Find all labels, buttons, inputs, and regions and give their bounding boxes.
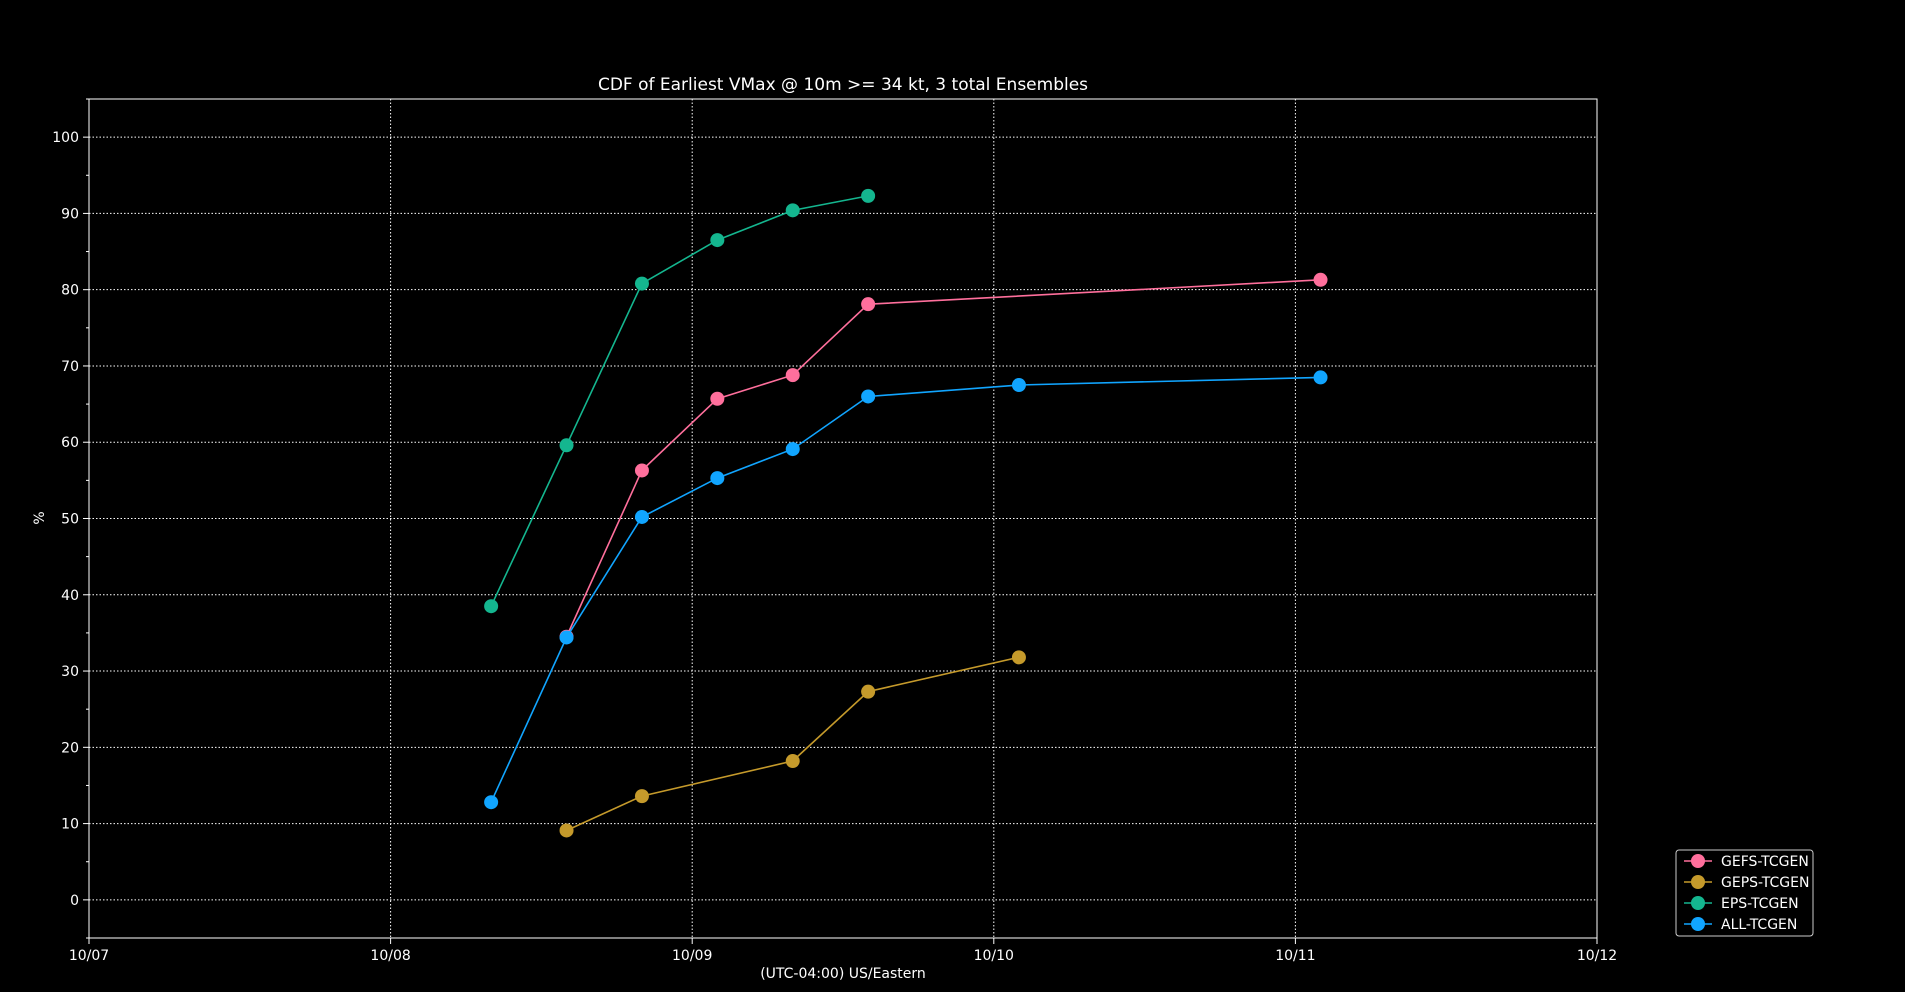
y-tick-label: 20 — [61, 740, 79, 756]
data-point — [861, 188, 876, 203]
data-point — [634, 789, 649, 804]
x-axis-ticks: 10/07 10/08 10/09 10/10 10/11 10/12 — [69, 938, 1617, 964]
data-point — [634, 509, 649, 524]
y-tick-label: 40 — [61, 588, 79, 604]
data-point — [484, 599, 499, 614]
data-point — [1313, 272, 1328, 287]
chart-title: CDF of Earliest VMax @ 10m >= 34 kt, 3 t… — [598, 75, 1088, 95]
data-point — [559, 630, 574, 645]
legend-entry: GEFS-TCGEN — [1684, 854, 1809, 870]
legend-marker — [1691, 896, 1705, 910]
legend-entry: EPS-TCGEN — [1684, 896, 1799, 912]
data-point — [710, 471, 725, 486]
data-point — [861, 389, 876, 404]
y-axis-ticks: 0 10 20 30 40 50 60 70 80 90 100 — [52, 98, 89, 939]
y-tick-label: 90 — [61, 206, 79, 222]
x-tick-label: 10/08 — [370, 948, 410, 964]
y-axis-label: % — [32, 511, 48, 524]
legend-label: ALL-TCGEN — [1721, 917, 1797, 933]
y-tick-label: 70 — [61, 359, 79, 375]
data-point — [484, 795, 499, 810]
data-point — [1011, 650, 1026, 665]
data-point — [710, 233, 725, 248]
x-tick-label: 10/07 — [69, 948, 109, 964]
series-eps-tcgen — [484, 188, 876, 614]
legend-entry: GEPS-TCGEN — [1684, 875, 1809, 891]
data-point — [634, 276, 649, 291]
grid-lines — [89, 99, 1597, 938]
data-point — [710, 391, 725, 406]
legend-marker — [1691, 854, 1705, 868]
y-tick-label: 100 — [52, 130, 79, 146]
series-all-tcgen — [484, 370, 1328, 810]
legend-marker — [1691, 875, 1705, 889]
y-tick-label: 50 — [61, 512, 79, 528]
legend-label: GEPS-TCGEN — [1721, 875, 1809, 891]
data-point — [559, 438, 574, 453]
series-gefs-tcgen — [559, 272, 1328, 644]
x-axis-label: (UTC-04:00) US/Eastern — [760, 966, 926, 982]
data-point — [861, 297, 876, 312]
y-tick-label: 30 — [61, 664, 79, 680]
data-point — [861, 684, 876, 699]
legend-label: EPS-TCGEN — [1721, 896, 1799, 912]
data-point — [634, 463, 649, 478]
x-tick-label: 10/11 — [1275, 948, 1315, 964]
series-line — [490, 195, 869, 607]
legend-marker — [1691, 917, 1705, 931]
data-point — [1313, 370, 1328, 385]
x-tick-label: 10/09 — [672, 948, 712, 964]
data-point — [785, 368, 800, 383]
data-point — [1011, 378, 1026, 393]
legend-entry: ALL-TCGEN — [1684, 917, 1797, 933]
data-point — [785, 203, 800, 218]
y-tick-label: 80 — [61, 283, 79, 299]
x-tick-label: 10/12 — [1577, 948, 1617, 964]
y-tick-label: 0 — [70, 893, 79, 909]
y-tick-label: 10 — [61, 817, 79, 833]
series-line — [490, 376, 1321, 803]
y-tick-label: 60 — [61, 435, 79, 451]
data-point — [785, 754, 800, 769]
x-tick-label: 10/10 — [974, 948, 1014, 964]
legend-label: GEFS-TCGEN — [1721, 854, 1809, 870]
data-point — [559, 823, 574, 838]
series-layer — [484, 188, 1328, 838]
legend-box — [1675, 849, 1814, 937]
series-line — [565, 279, 1321, 638]
legend: GEFS-TCGEN GEPS-TCGEN EPS-TCGEN ALL-TCGEN — [1675, 849, 1814, 937]
data-point — [785, 442, 800, 457]
series-geps-tcgen — [559, 650, 1026, 838]
